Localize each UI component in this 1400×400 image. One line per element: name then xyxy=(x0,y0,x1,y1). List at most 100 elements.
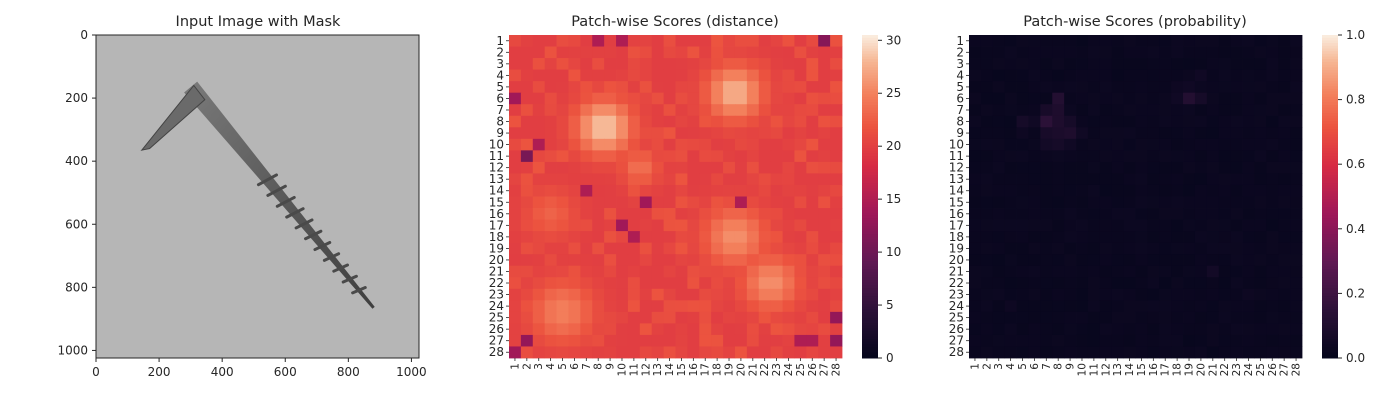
heatmap-cell xyxy=(1076,92,1089,105)
colorbar-segment xyxy=(1322,247,1338,251)
heatmap-cell xyxy=(806,46,819,59)
heatmap-cell xyxy=(1123,150,1136,163)
heatmap-cell xyxy=(1004,46,1017,59)
heatmap-cell xyxy=(992,150,1006,163)
heatmap-cell xyxy=(687,208,700,220)
heatmap-cell xyxy=(1206,288,1220,301)
heatmap-cell xyxy=(1111,300,1124,313)
colorbar-segment xyxy=(862,193,878,197)
heatmap-cell xyxy=(639,92,653,105)
colorbar-segment xyxy=(862,212,878,216)
heatmap-cell xyxy=(770,277,783,290)
colorbar-segment xyxy=(1322,185,1338,189)
image-background xyxy=(96,35,419,358)
heatmap-cell xyxy=(1183,161,1196,174)
heatmap-cell xyxy=(723,346,736,359)
heatmap-cell xyxy=(604,184,617,197)
heatmap-cell xyxy=(830,92,843,105)
colorbar-segment xyxy=(1322,123,1338,128)
heatmap-cell xyxy=(1254,46,1267,59)
heatmap-cell xyxy=(604,115,617,128)
heatmap-cell xyxy=(1278,184,1291,197)
heatmap-cell xyxy=(782,69,795,82)
colorbar-segment xyxy=(1322,279,1338,284)
heatmap-cell xyxy=(520,173,534,186)
heatmap-cell xyxy=(568,242,581,255)
heatmap-cell xyxy=(1194,46,1208,59)
heatmap-cell xyxy=(1218,208,1232,220)
colorbar-segment xyxy=(862,191,878,195)
heatmap-cell xyxy=(1087,311,1101,324)
heatmap-cell xyxy=(1040,104,1053,117)
colorbar-segment xyxy=(1322,226,1338,230)
heatmap-cell xyxy=(723,334,736,347)
heatmap-cell xyxy=(1242,300,1255,313)
heatmap-cell xyxy=(1183,300,1196,313)
heatmap-cell xyxy=(604,265,617,278)
heatmap-cell xyxy=(592,92,605,105)
heatmap-cell xyxy=(770,334,783,347)
heatmap-cell xyxy=(758,231,772,244)
heatmap-cell xyxy=(969,138,982,151)
heatmap-cell xyxy=(639,173,653,186)
heatmap-cell xyxy=(818,334,831,347)
colorbar-segment xyxy=(1322,312,1338,316)
heatmap-cell xyxy=(699,150,712,163)
colorbar-segment xyxy=(1322,56,1338,60)
colorbar-segment xyxy=(862,209,878,214)
heatmap-cell xyxy=(675,150,688,163)
heatmap-cell xyxy=(1052,150,1065,163)
probability-heatmap-title: Patch-wise Scores (probability) xyxy=(1023,14,1246,30)
colorbar-segment xyxy=(862,328,878,332)
heatmap-cell xyxy=(746,311,760,324)
heatmap-cell xyxy=(782,161,795,174)
heatmap-cell xyxy=(770,46,783,59)
heatmap-cell xyxy=(1266,115,1279,128)
heatmap-cell xyxy=(1123,46,1136,59)
heatmap-cell xyxy=(1242,311,1255,324)
heatmap-cell xyxy=(1016,150,1029,163)
heatmap-cell xyxy=(1016,334,1029,347)
x-tick-label: 25 xyxy=(1255,363,1267,376)
heatmap-cell xyxy=(651,196,664,209)
colorbar-segment xyxy=(862,282,878,286)
heatmap-cell xyxy=(520,92,534,105)
heatmap-cell xyxy=(556,127,569,140)
heatmap-cell xyxy=(746,92,760,105)
image-frame xyxy=(95,34,420,359)
heatmap-cell xyxy=(639,150,653,163)
heatmap-cell xyxy=(782,127,795,140)
x-tick-label: 18 xyxy=(1172,363,1184,376)
heatmap-cell xyxy=(592,346,605,359)
heatmap-cell xyxy=(746,81,760,94)
heatmap-cell xyxy=(782,231,795,244)
heatmap-cell xyxy=(794,92,807,105)
heatmap-cell xyxy=(1004,254,1017,267)
heatmap-cell xyxy=(1230,46,1243,59)
heatmap-cell xyxy=(556,150,569,163)
heatmap-cell xyxy=(1147,242,1160,255)
x-tick-label: 1000 xyxy=(396,365,427,379)
heatmap-cell xyxy=(604,150,617,163)
distance-heatmap-title: Patch-wise Scores (distance) xyxy=(571,14,779,30)
heatmap-cell xyxy=(818,127,831,140)
heatmap-cell xyxy=(1087,196,1101,209)
heatmap-cell xyxy=(1004,208,1017,220)
heatmap-cell xyxy=(1123,81,1136,94)
heatmap-cell xyxy=(687,242,700,255)
heatmap-cell xyxy=(544,81,557,94)
heatmap-cell xyxy=(758,300,772,313)
colorbar-segment xyxy=(1322,236,1338,241)
heatmap-cell xyxy=(734,161,748,174)
heatmap-cell xyxy=(1099,254,1113,267)
heatmap-cell xyxy=(1052,58,1065,71)
heatmap-cell xyxy=(1230,173,1243,186)
heatmap-cell xyxy=(509,242,522,255)
colorbar-segment xyxy=(1322,220,1338,224)
heatmap-cell xyxy=(1183,138,1196,151)
heatmap-cell xyxy=(687,138,700,151)
heatmap-cell xyxy=(723,242,736,255)
heatmap-cell xyxy=(1111,69,1124,82)
heatmap-cell xyxy=(639,127,653,140)
heatmap-cell xyxy=(580,323,593,336)
